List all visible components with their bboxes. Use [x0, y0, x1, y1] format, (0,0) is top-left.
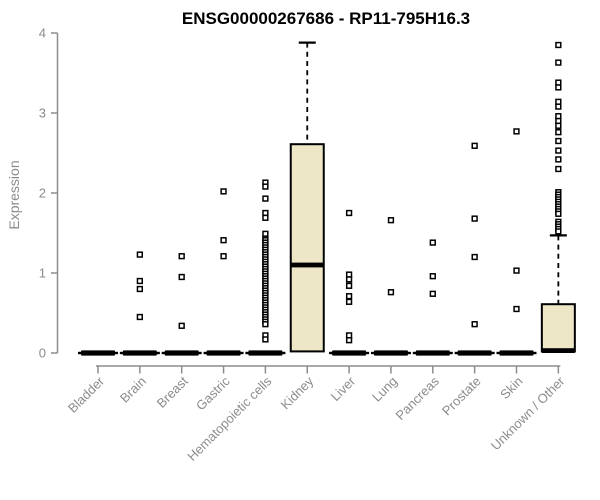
x-tick-label: Gastric: [193, 373, 233, 413]
box-breast: [161, 253, 202, 356]
outlier-point: [262, 321, 269, 328]
x-tick-label: Bladder: [65, 373, 108, 416]
outlier-point: [220, 237, 227, 244]
outlier-point: [178, 253, 185, 260]
outlier-point: [262, 336, 269, 343]
collapsed-median-line: [499, 350, 534, 356]
outlier-point: [555, 59, 562, 66]
y-tick-label: 2: [39, 186, 46, 201]
collapsed-median-line: [332, 350, 367, 356]
outlier-point: [471, 253, 478, 261]
collapsed-median-line: [122, 350, 157, 356]
outlier-point: [471, 321, 478, 328]
box-rect: [289, 143, 325, 353]
box-kidney: [289, 41, 325, 353]
x-tick-label: Lung: [369, 374, 400, 405]
box-brain: [119, 251, 160, 356]
outlier-point: [345, 209, 353, 217]
outlier-point: [429, 273, 436, 280]
outlier-point: [555, 165, 562, 173]
x-tick-label: Unknown / Other: [488, 373, 568, 453]
y-tick-label: 0: [39, 346, 46, 361]
collapsed-median-line: [81, 350, 115, 356]
x-tick-label: Skin: [497, 374, 525, 402]
box-skin: [496, 128, 537, 356]
outlier-point: [555, 156, 562, 163]
outlier-point: [555, 41, 562, 49]
outlier-point: [220, 253, 227, 260]
box-prostate: [454, 142, 495, 356]
collapsed-median-line: [164, 350, 199, 356]
outlier-point: [555, 147, 562, 154]
y-axis: 0 1 2 3 4: [39, 26, 59, 361]
collapsed-median-line: [457, 350, 492, 356]
x-tick-label: Kidney: [278, 373, 317, 412]
outlier-point: [471, 215, 478, 222]
x-tick-label: Pancreas: [392, 373, 442, 423]
y-tick-label: 3: [39, 106, 46, 121]
box-hematopoietic-cells: [245, 179, 286, 356]
outlier-point: [555, 210, 562, 217]
outlier-point: [429, 239, 436, 246]
outlier-point: [345, 293, 353, 300]
chart-title: ENSG00000267686 - RP11-795H16.3: [181, 9, 471, 28]
outlier-point: [136, 285, 143, 293]
y-tick-label: 1: [39, 266, 46, 281]
outlier-point: [429, 290, 436, 297]
outlier-point: [471, 142, 478, 149]
box-lung: [370, 217, 411, 356]
outlier-point: [345, 282, 353, 289]
y-tick-label: 4: [39, 26, 46, 41]
outlier-point: [555, 84, 562, 91]
outlier-point: [178, 322, 185, 329]
outlier-point: [262, 214, 269, 221]
outlier-point: [136, 277, 143, 285]
box-liver: [329, 209, 370, 356]
outlier-point: [387, 289, 395, 296]
x-tick-label: Prostate: [439, 374, 484, 419]
outlier-point: [262, 183, 269, 190]
outlier-point: [555, 122, 562, 129]
outlier-point: [262, 195, 269, 202]
outlier-point: [555, 103, 562, 110]
outlier-point: [220, 188, 227, 195]
median-line: [541, 348, 575, 353]
median-line: [290, 262, 324, 268]
collapsed-median-line: [248, 350, 283, 356]
outlier-point: [513, 128, 520, 135]
outlier-point: [513, 305, 520, 313]
collapsed-median-line: [206, 350, 241, 356]
x-tick-label: Liver: [328, 373, 359, 404]
x-tick-label: Breast: [154, 373, 191, 410]
x-tick-label: Brain: [117, 374, 149, 406]
outlier-point: [178, 273, 185, 281]
collapsed-median-line: [373, 350, 408, 356]
box-rect: [540, 303, 576, 353]
outlier-point: [387, 217, 395, 224]
outlier-point: [555, 129, 562, 136]
box-pancreas: [412, 239, 453, 356]
outlier-point: [345, 276, 353, 283]
box-bladder: [78, 350, 118, 356]
outlier-point: [136, 313, 143, 321]
box-unknown-other: [540, 41, 576, 353]
outlier-point: [345, 337, 353, 344]
outlier-point: [555, 228, 562, 235]
outlier-point: [345, 298, 353, 305]
box-gastric: [203, 188, 244, 356]
outlier-point: [555, 137, 562, 145]
outlier-point: [136, 251, 143, 258]
collapsed-median-line: [415, 350, 450, 356]
outlier-point: [513, 267, 520, 274]
